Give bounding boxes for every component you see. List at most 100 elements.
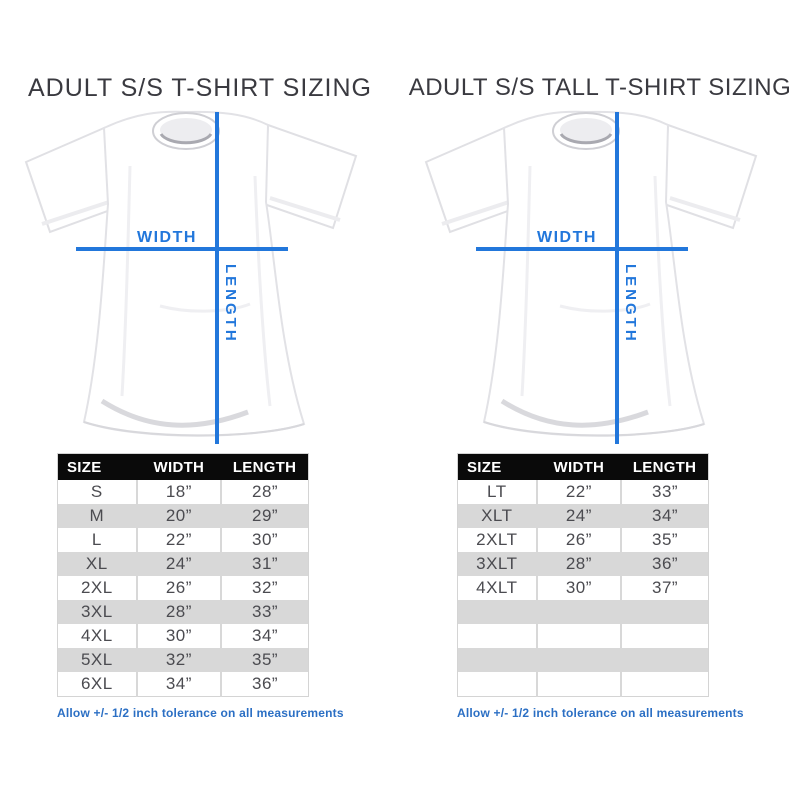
table-cell: 32” bbox=[220, 576, 309, 600]
table-row: 2XL 26” 32” bbox=[57, 576, 309, 600]
table-cell bbox=[457, 624, 537, 648]
table-row: LT 22” 33” bbox=[457, 480, 709, 504]
table-cell bbox=[535, 600, 622, 624]
table-cell: 24” bbox=[535, 504, 622, 528]
table-header-row: SIZE WIDTH LENGTH bbox=[57, 453, 309, 480]
table-row: 6XL 34” 36” bbox=[57, 672, 309, 697]
table-cell: XL bbox=[57, 552, 137, 576]
tolerance-note: Allow +/- 1/2 inch tolerance on all meas… bbox=[57, 706, 344, 720]
table-cell: 32” bbox=[135, 648, 222, 672]
table-row: 2XLT 26” 35” bbox=[457, 528, 709, 552]
table-cell: 5XL bbox=[57, 648, 137, 672]
table-cell: 37” bbox=[620, 576, 709, 600]
table-cell: 30” bbox=[220, 528, 309, 552]
table-cell: 30” bbox=[535, 576, 622, 600]
table-row bbox=[457, 600, 709, 624]
table-cell: S bbox=[57, 480, 137, 504]
table-cell: 28” bbox=[135, 600, 222, 624]
table-row: S 18” 28” bbox=[57, 480, 309, 504]
table-cell: 6XL bbox=[57, 672, 137, 697]
table-cell: 35” bbox=[620, 528, 709, 552]
table-cell: 18” bbox=[135, 480, 222, 504]
table-cell: 29” bbox=[220, 504, 309, 528]
table-cell: 22” bbox=[535, 480, 622, 504]
panel-tall-sizing: ADULT S/S TALL T-SHIRT SIZING bbox=[400, 0, 800, 800]
table-row: 3XLT 28” 36” bbox=[457, 552, 709, 576]
tshirt-body bbox=[482, 110, 706, 437]
table-cell: 4XLT bbox=[457, 576, 537, 600]
table-cell: 28” bbox=[220, 480, 309, 504]
tshirt-graphic bbox=[24, 110, 358, 444]
table-cell: 31” bbox=[220, 552, 309, 576]
table-cell: 24” bbox=[135, 552, 222, 576]
tshirt-diagram bbox=[10, 106, 390, 448]
width-label: WIDTH bbox=[537, 229, 597, 246]
table-row bbox=[457, 648, 709, 672]
tshirt-diagram bbox=[410, 106, 790, 448]
table-cell: 34” bbox=[135, 672, 222, 697]
tolerance-note: Allow +/- 1/2 inch tolerance on all meas… bbox=[457, 706, 744, 720]
table-cell: 3XLT bbox=[457, 552, 537, 576]
table-cell: LT bbox=[457, 480, 537, 504]
table-row bbox=[457, 624, 709, 648]
table-row: XL 24” 31” bbox=[57, 552, 309, 576]
table-row: 5XL 32” 35” bbox=[57, 648, 309, 672]
table-cell: 36” bbox=[620, 552, 709, 576]
table-cell: 26” bbox=[135, 576, 222, 600]
table-cell: 22” bbox=[135, 528, 222, 552]
table-cell bbox=[620, 624, 709, 648]
width-label: WIDTH bbox=[137, 229, 197, 246]
length-label: LENGTH bbox=[222, 264, 239, 344]
table-cell: 3XL bbox=[57, 600, 137, 624]
table-cell: 36” bbox=[220, 672, 309, 697]
table-cell bbox=[620, 600, 709, 624]
column-header: SIZE bbox=[57, 453, 137, 480]
table-row: 4XL 30” 34” bbox=[57, 624, 309, 648]
column-header: SIZE bbox=[457, 453, 537, 480]
table-cell bbox=[620, 672, 709, 697]
table-cell: 20” bbox=[135, 504, 222, 528]
table-cell bbox=[535, 672, 622, 697]
table-cell bbox=[535, 624, 622, 648]
table-row: L 22” 30” bbox=[57, 528, 309, 552]
column-header: LENGTH bbox=[621, 453, 709, 480]
table-cell: 26” bbox=[535, 528, 622, 552]
tshirt-hem-fold bbox=[500, 398, 649, 428]
tshirt-collar bbox=[552, 112, 620, 150]
page-title: ADULT S/S T-SHIRT SIZING bbox=[28, 74, 372, 102]
table-cell bbox=[457, 648, 537, 672]
table-cell: 33” bbox=[220, 600, 309, 624]
table-cell: 2XLT bbox=[457, 528, 537, 552]
panel-regular-sizing: ADULT S/S T-SHIRT SIZING bbox=[10, 74, 390, 720]
table-row: XLT 24” 34” bbox=[457, 504, 709, 528]
table-cell bbox=[457, 600, 537, 624]
tshirt-wrinkles bbox=[520, 165, 672, 407]
table-cell bbox=[620, 648, 709, 672]
tshirt-hem-fold bbox=[100, 398, 249, 428]
table-cell: 34” bbox=[220, 624, 309, 648]
table-cell: M bbox=[57, 504, 137, 528]
table-row: 3XL 28” 33” bbox=[57, 600, 309, 624]
table-header-row: SIZE WIDTH LENGTH bbox=[457, 453, 709, 480]
tshirt-wrinkles bbox=[120, 165, 272, 407]
table-cell bbox=[535, 648, 622, 672]
table-cell: 4XL bbox=[57, 624, 137, 648]
tshirt-graphic bbox=[424, 110, 758, 444]
table-cell: L bbox=[57, 528, 137, 552]
table-cell: 35” bbox=[220, 648, 309, 672]
table-row: 4XLT 30” 37” bbox=[457, 576, 709, 600]
tshirt-body bbox=[82, 110, 306, 437]
table-cell: 28” bbox=[535, 552, 622, 576]
column-header: WIDTH bbox=[536, 453, 622, 480]
sizing-table-tall: SIZE WIDTH LENGTH LT 22” 33” XLT 24” 34” 2XLT 26” 3… bbox=[457, 453, 709, 697]
tshirt-collar bbox=[152, 112, 220, 150]
table-cell: 34” bbox=[620, 504, 709, 528]
table-cell: 33” bbox=[620, 480, 709, 504]
length-label: LENGTH bbox=[622, 264, 639, 344]
table-cell bbox=[457, 672, 537, 697]
sizing-table-regular: SIZE WIDTH LENGTH S 18” 28” M 20” 29” L 22” 30” XL 24… bbox=[57, 453, 309, 697]
table-cell: 2XL bbox=[57, 576, 137, 600]
column-header: LENGTH bbox=[221, 453, 309, 480]
table-row: M 20” 29” bbox=[57, 504, 309, 528]
table-cell: XLT bbox=[457, 504, 537, 528]
